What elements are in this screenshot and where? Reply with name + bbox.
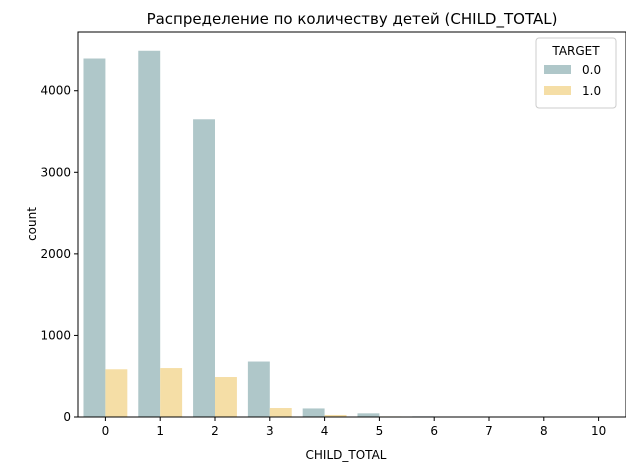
legend-label-1: 1.0 [582, 84, 601, 98]
y-tick-label: 2000 [40, 247, 71, 261]
bar-1-1 [160, 368, 183, 417]
x-tick-label-3: 3 [266, 424, 274, 438]
bar-1-2 [215, 377, 237, 417]
y-axis: 0 1000 2000 3000 4000 [40, 84, 78, 424]
x-axis-label: CHILD_TOTAL [306, 448, 387, 462]
legend-swatch-1 [544, 86, 571, 95]
bar-0-0 [83, 58, 106, 417]
x-tick-label-6: 6 [430, 424, 438, 438]
y-tick-label: 3000 [40, 165, 71, 179]
plot-frame [77, 31, 626, 418]
y-tick-label: 1000 [40, 328, 71, 342]
legend-label-0: 0.0 [582, 63, 601, 77]
bar-1-3 [269, 408, 292, 417]
chart-title: Распределение по количеству детей (CHILD… [147, 10, 558, 29]
bar-0-4 [302, 408, 325, 417]
bar-1-4 [324, 414, 347, 417]
legend-title: TARGET [551, 44, 600, 58]
legend-swatch-0 [544, 65, 571, 74]
bar-0-1 [138, 50, 161, 417]
x-tick-label-4: 4 [321, 424, 329, 438]
bar-0-2 [193, 119, 215, 417]
y-tick-label: 4000 [40, 84, 71, 98]
legend: TARGET 0.0 1.0 [535, 37, 617, 109]
x-tick-label-5: 5 [376, 424, 384, 438]
bars-group [83, 50, 599, 417]
x-tick-label-7: 7 [485, 424, 493, 438]
x-axis: 0 1 2 3 4 5 6 7 8 10 [102, 417, 606, 438]
x-tick-label-2: 2 [211, 424, 219, 438]
bar-1-0 [105, 369, 128, 417]
bar-0-5 [357, 413, 380, 417]
bar-0-3 [247, 361, 270, 417]
y-tick-label: 0 [63, 410, 71, 424]
x-tick-label-0: 0 [102, 424, 110, 438]
x-tick-label-1: 1 [156, 424, 164, 438]
y-axis-label: count [25, 207, 39, 241]
x-tick-label-8: 8 [540, 424, 548, 438]
x-tick-label-10: 10 [591, 424, 606, 438]
